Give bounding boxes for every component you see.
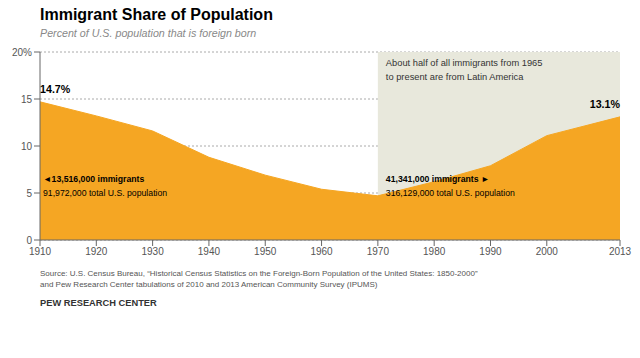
html-text:Source: U.S. Census Bureau, “H: Source: U.S. Census Bureau, “Historical … — [40, 269, 478, 289]
svg-text:2000: 2000 — [536, 246, 559, 257]
html-text:About half of all immigrants f: About half of all immigrants from 1965 t… — [385, 58, 543, 82]
svg-text:1940: 1940 — [198, 246, 221, 257]
svg-text:10: 10 — [21, 141, 33, 152]
html-text:◄13,516,000 immigrants: ◄13,516,000 immigrants — [43, 174, 145, 185]
html-text:316,129,000 total U.S. populat: 316,129,000 total U.S. population — [385, 188, 515, 199]
html-text:Immigrant Share of Population: Immigrant Share of Population — [40, 6, 273, 23]
svg-text:1970: 1970 — [367, 246, 390, 257]
svg-text:1980: 1980 — [423, 246, 446, 257]
svg-text:20%: 20% — [12, 47, 32, 58]
svg-text:1950: 1950 — [254, 246, 277, 257]
svg-text:2013: 2013 — [609, 246, 632, 257]
html-text:Percent of U.S. population tha: Percent of U.S. population that is forei… — [40, 27, 257, 39]
svg-text:1960: 1960 — [310, 246, 333, 257]
svg-text:1920: 1920 — [85, 246, 108, 257]
html-text:14.7%: 14.7% — [40, 82, 71, 95]
html-text:91,972,000 total U.S. populati: 91,972,000 total U.S. population — [43, 188, 168, 199]
svg-text:15: 15 — [21, 94, 33, 105]
svg-text:1990: 1990 — [479, 246, 502, 257]
svg-text:1930: 1930 — [141, 246, 164, 257]
svg-text:1910: 1910 — [29, 246, 52, 257]
svg-text:5: 5 — [26, 188, 32, 199]
html-text:41,341,000 immigrants ►: 41,341,000 immigrants ► — [385, 174, 490, 185]
html-text:13.1%: 13.1% — [589, 97, 620, 110]
svg-text:0: 0 — [26, 235, 32, 246]
html-text:PEW RESEARCH CENTER: PEW RESEARCH CENTER — [40, 298, 157, 308]
